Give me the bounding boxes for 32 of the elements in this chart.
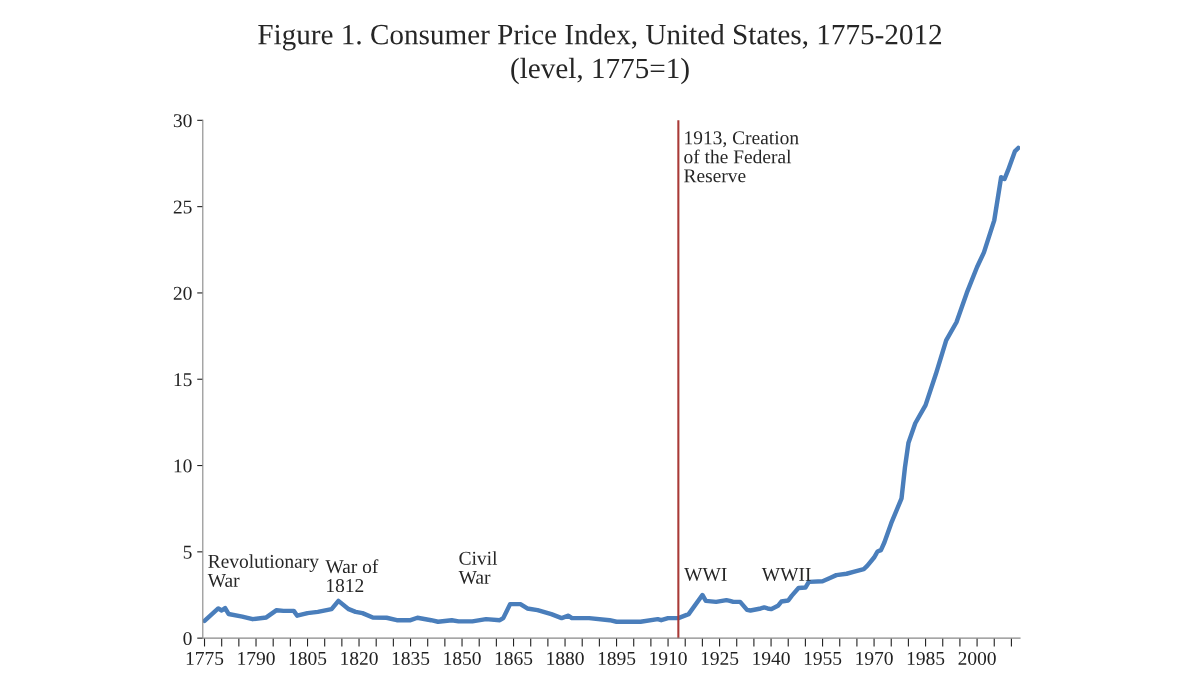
y-tick-label: 10 bbox=[174, 459, 192, 473]
x-tick-label: 1910 bbox=[650, 651, 687, 666]
x-tick-label: 1820 bbox=[341, 651, 378, 666]
x-tick-label: 1880 bbox=[547, 651, 584, 666]
annotation: Civil War bbox=[458, 551, 498, 584]
x-tick-label: 2000 bbox=[958, 651, 996, 666]
x-tick-label: 1955 bbox=[804, 651, 842, 666]
x-tick-label: 1895 bbox=[598, 651, 636, 666]
line-series bbox=[202, 145, 1020, 624]
y-tick-label: 20 bbox=[173, 286, 192, 300]
x-tick-label: 1790 bbox=[238, 651, 275, 666]
x-tick-label: 1985 bbox=[907, 651, 945, 666]
y-tick-label: 5 bbox=[183, 545, 192, 559]
y-tick-label: 30 bbox=[173, 114, 192, 128]
annotation: Revolutionary War bbox=[207, 554, 319, 588]
y-tick-label: 25 bbox=[173, 200, 192, 214]
annotation: War of 1812 bbox=[325, 559, 379, 593]
annotation: WWI bbox=[684, 567, 727, 581]
chart-title: Figure 1. Consumer Price Index, United States, 1775-2012 bbox=[258, 23, 942, 51]
x-tick-label: 1850 bbox=[444, 651, 481, 666]
ref-line-label: 1913, Creation of the Federal Reserve bbox=[684, 131, 799, 183]
annotation: WWII bbox=[761, 567, 811, 581]
x-tick-label: 1970 bbox=[856, 651, 893, 666]
y-tick-label: 0 bbox=[183, 631, 192, 646]
x-tick-label: 1775 bbox=[186, 651, 224, 666]
y-tick-label: 15 bbox=[174, 373, 192, 387]
x-tick-label: 1940 bbox=[753, 651, 790, 666]
chart-subtitle: (level, 1775=1) bbox=[511, 57, 689, 85]
x-tick-label: 1925 bbox=[701, 651, 739, 666]
x-tick-label: 1835 bbox=[392, 651, 430, 666]
x-tick-label: 1805 bbox=[289, 651, 327, 666]
x-tick-label: 1865 bbox=[495, 651, 533, 666]
